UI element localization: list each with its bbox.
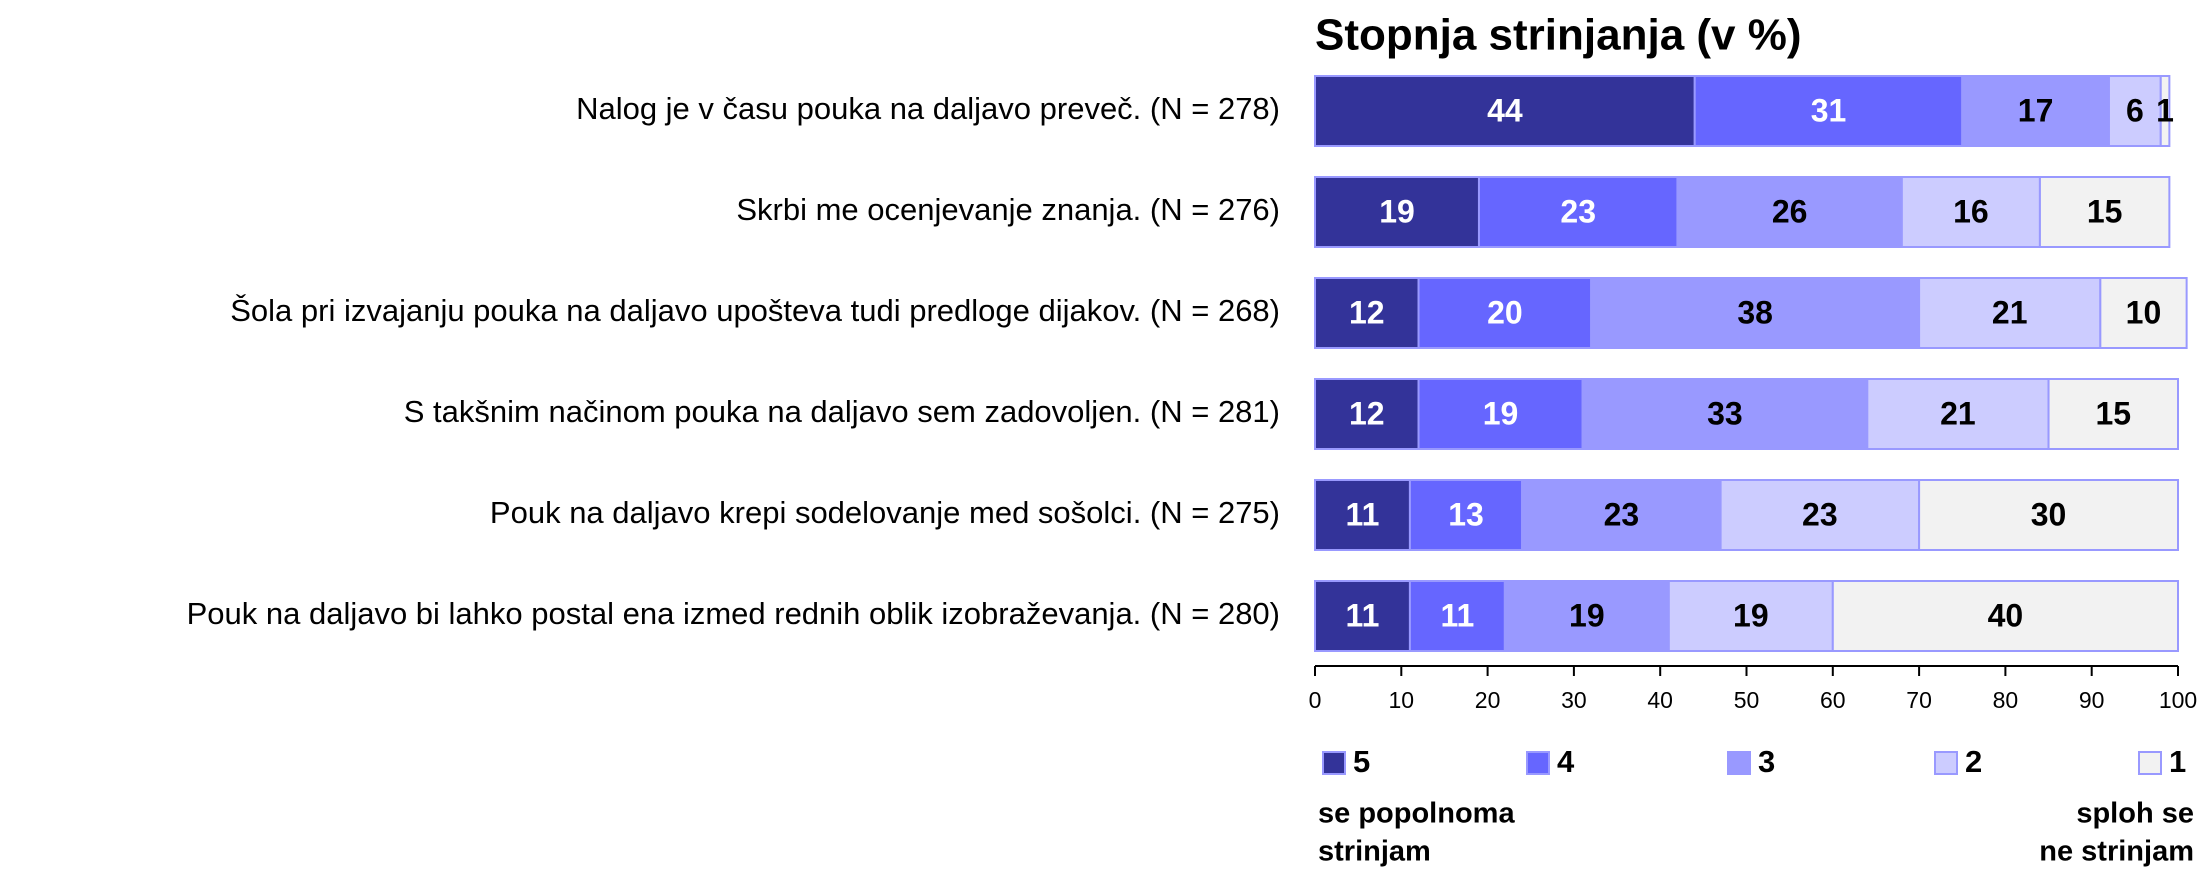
bar-segment — [1693, 75, 1964, 147]
value-label: 40 — [1988, 597, 2024, 633]
chart-title: Stopnja strinjanja (v %) — [1315, 11, 1802, 60]
bar-segment — [1918, 479, 2179, 551]
legend-label: 5 — [1353, 744, 1370, 779]
bar-segment — [1503, 580, 1670, 652]
x-tick-label: 60 — [1820, 687, 1846, 713]
value-label: 11 — [1346, 496, 1380, 532]
bar-segment — [1521, 479, 1722, 551]
value-label: 26 — [1772, 193, 1808, 229]
bar-segment — [1831, 580, 2180, 652]
value-label: 21 — [1940, 395, 1976, 431]
bar-segment — [1417, 277, 1593, 349]
x-tick-label: 20 — [1475, 687, 1501, 713]
x-tick-label: 50 — [1734, 687, 1760, 713]
bar-segment — [1676, 176, 1903, 248]
category-label: Skrbi me ocenjevanje znanja. (N = 276) — [736, 192, 1280, 227]
category-label: Pouk na daljavo krepi sodelovanje med so… — [490, 495, 1280, 530]
category-label: S takšnim načinom pouka na daljavo sem z… — [404, 394, 1280, 429]
value-label: 38 — [1737, 294, 1773, 330]
value-label: 19 — [1569, 597, 1605, 633]
bar-segment — [1667, 580, 1834, 652]
legend-label: 4 — [1557, 744, 1575, 779]
category-label: Pouk na daljavo bi lahko postal ena izme… — [187, 596, 1280, 631]
value-label: 11 — [1346, 597, 1380, 633]
category-label: Šola pri izvajanju pouka na daljavo upoš… — [230, 293, 1280, 328]
x-tick-label: 40 — [1647, 687, 1673, 713]
bar-segment — [1314, 176, 1480, 248]
x-tick-label: 100 — [2159, 687, 2197, 713]
bar-segment — [1314, 277, 1420, 349]
bar-segment — [2038, 176, 2171, 248]
legend-swatch — [1322, 751, 1346, 775]
value-label: 15 — [2087, 193, 2123, 229]
bar-segment — [1477, 176, 1679, 248]
x-tick-label: 90 — [2079, 687, 2105, 713]
value-label: 1 — [2156, 92, 2174, 128]
legend-label: 1 — [2169, 744, 2186, 779]
value-label: 12 — [1349, 294, 1385, 330]
legend-swatch — [1526, 751, 1550, 775]
value-label: 11 — [1440, 597, 1474, 633]
bar-segment — [1866, 378, 2050, 450]
legend-label: 3 — [1758, 744, 1775, 779]
value-label: 20 — [1487, 294, 1523, 330]
bar-segment — [1314, 75, 1696, 147]
value-label: 23 — [1560, 193, 1596, 229]
bar-segment — [1961, 75, 2110, 147]
value-label: 15 — [2095, 395, 2131, 431]
value-label: 19 — [1483, 395, 1519, 431]
bar-segment — [1900, 176, 2041, 248]
value-label: 6 — [2126, 92, 2144, 128]
bar-segment — [1314, 378, 1420, 450]
annotation: se popolnoma — [1318, 798, 1515, 830]
value-label: 23 — [1802, 496, 1838, 532]
x-tick-label: 0 — [1309, 687, 1322, 713]
value-label: 31 — [1811, 92, 1847, 128]
bar-segment — [2047, 378, 2180, 450]
value-label: 23 — [1604, 496, 1640, 532]
value-label: 19 — [1733, 597, 1769, 633]
x-tick-label: 80 — [1993, 687, 2019, 713]
value-label: 16 — [1953, 193, 1989, 229]
category-label: Nalog je v času pouka na daljavo preveč.… — [576, 91, 1280, 126]
legend-swatch — [1727, 751, 1751, 775]
legend-swatch — [2138, 751, 2162, 775]
annotation: ne strinjam — [2039, 836, 2194, 868]
value-label: 30 — [2031, 496, 2067, 532]
annotation: sploh se — [2076, 798, 2194, 830]
value-label: 33 — [1707, 395, 1743, 431]
bar-segment — [1918, 277, 2102, 349]
legend-swatch — [1934, 751, 1958, 775]
x-tick-label: 10 — [1389, 687, 1415, 713]
value-label: 10 — [2126, 294, 2162, 330]
value-label: 19 — [1379, 193, 1415, 229]
value-label: 13 — [1448, 496, 1484, 532]
bar-segment — [2099, 277, 2188, 349]
x-tick-label: 30 — [1561, 687, 1587, 713]
bar-segment — [1590, 277, 1921, 349]
legend-label: 2 — [1965, 744, 1982, 779]
annotation: strinjam — [1318, 836, 1431, 868]
value-label: 12 — [1349, 395, 1385, 431]
x-tick-label: 70 — [1906, 687, 1932, 713]
value-label: 44 — [1487, 92, 1523, 128]
bar-segment — [2159, 75, 2171, 147]
value-label: 17 — [2018, 92, 2054, 128]
value-label: 21 — [1992, 294, 2028, 330]
bar-segment — [1314, 580, 1411, 652]
